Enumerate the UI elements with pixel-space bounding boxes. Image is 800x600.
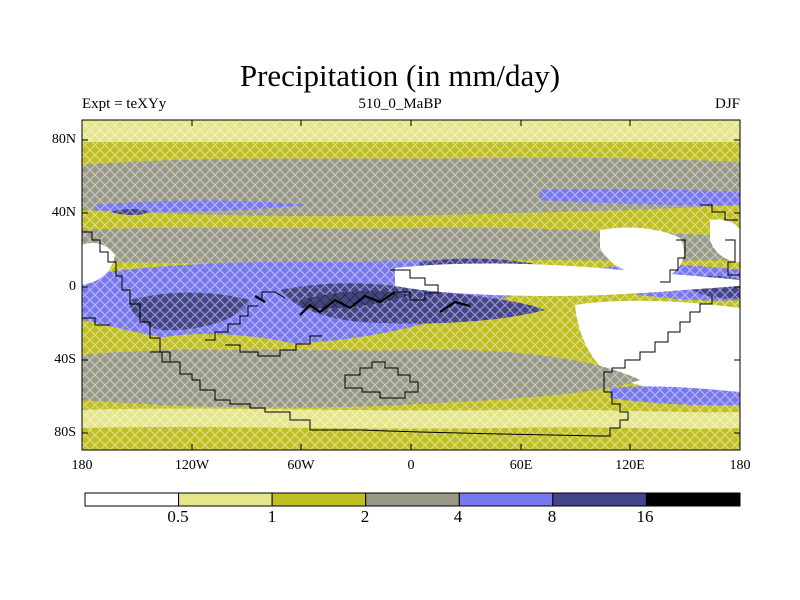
colorbar-swatch-0 bbox=[84, 492, 180, 507]
lon-label-0: 0 bbox=[407, 458, 415, 473]
lon-label-120e: 120E bbox=[615, 458, 645, 473]
period-label: 510_0_MaBP bbox=[358, 96, 442, 112]
significance-hatching bbox=[82, 120, 740, 450]
map-fill bbox=[82, 120, 740, 450]
colorbar-label-2: 2 bbox=[360, 507, 370, 526]
coastline-island-south bbox=[344, 361, 419, 399]
lat-label-80n: 80N bbox=[51, 132, 76, 147]
lon-label-60w: 60W bbox=[287, 458, 315, 473]
colorbar-swatch-6 bbox=[645, 492, 741, 507]
lat-label-80s: 80S bbox=[54, 425, 76, 440]
lon-label-60e: 60E bbox=[509, 458, 533, 473]
colorbar-label-4: 8 bbox=[547, 507, 557, 526]
coastline-east-b bbox=[725, 239, 740, 276]
axis-ticks bbox=[81, 120, 741, 450]
plot-title: Precipitation (in mm/day) bbox=[239, 58, 561, 93]
colorbar-label-3: 4 bbox=[453, 507, 463, 526]
contour-line-b bbox=[439, 300, 471, 313]
coastline-south-a bbox=[150, 351, 175, 363]
experiment-label: Expt = teXYy bbox=[82, 96, 167, 112]
coastline-main bbox=[82, 231, 713, 437]
colorbar-label-0: 0.5 bbox=[167, 507, 189, 526]
coastline-interior-b bbox=[261, 291, 286, 300]
colorbar-swatch-2 bbox=[271, 492, 367, 507]
coastline-east-a bbox=[660, 239, 686, 283]
continent-outlines bbox=[82, 204, 740, 437]
coastline-northeast bbox=[700, 204, 738, 221]
colorbar-label-1: 1 bbox=[267, 507, 277, 526]
lat-label-40s: 40S bbox=[54, 352, 76, 367]
colorbar-swatch-4 bbox=[458, 492, 554, 507]
coastline-interior-a bbox=[205, 305, 258, 341]
contour-line-c bbox=[254, 295, 266, 303]
season-label: DJF bbox=[714, 96, 740, 112]
contour-line-a bbox=[299, 291, 396, 316]
colorbar-swatch-5 bbox=[552, 492, 647, 507]
colorbar bbox=[84, 492, 741, 507]
high-precip-contours bbox=[254, 291, 471, 316]
coastline-tropical bbox=[390, 269, 439, 301]
lon-label-180w: 180 bbox=[71, 458, 93, 473]
coastline-west bbox=[82, 317, 110, 326]
lon-label-120w: 120W bbox=[174, 458, 210, 473]
colorbar-label-5: 16 bbox=[636, 507, 654, 526]
lon-label-180e: 180 bbox=[729, 458, 751, 473]
coastline-interior-c bbox=[225, 335, 322, 357]
lat-label-40n: 40N bbox=[51, 205, 76, 220]
significance-hatching-dark bbox=[300, 290, 410, 309]
lat-label-eq: 0 bbox=[69, 279, 76, 294]
colorbar-swatch-1 bbox=[178, 492, 273, 507]
colorbar-swatch-3 bbox=[365, 492, 460, 507]
